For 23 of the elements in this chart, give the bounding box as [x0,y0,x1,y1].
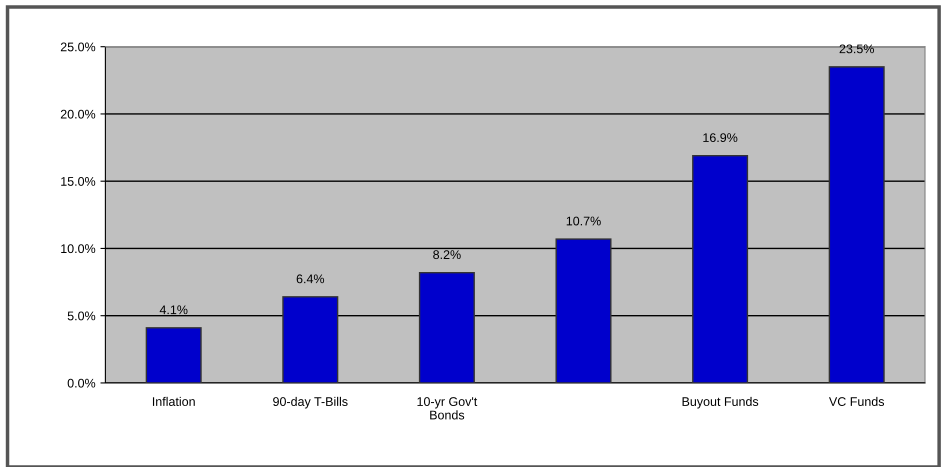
bar [146,327,202,383]
data-label: 23.5% [840,44,874,54]
y-tick-label: 15.0% [61,176,96,186]
data-label: 10.7% [566,216,601,226]
data-label: 8.2% [433,250,461,260]
x-tick-label: Inflation [152,396,195,406]
y-tick-label: 20.0% [60,110,96,119]
y-tick-label: 25.0% [60,42,96,52]
data-label: 6.4% [296,274,324,284]
x-tick-label: Buyout Funds [682,396,758,408]
data-label: 16.9% [703,133,738,142]
bar [418,272,475,383]
x-tick-label: 90-day T-Bills [273,396,348,408]
x-tick-label: VC Funds [828,396,884,406]
y-tick-label: 0.0% [68,378,96,388]
y-tick-label: 10.0% [61,244,96,254]
bar [692,154,748,383]
x-tick-label: 10-yr Gov't Bonds [417,397,478,420]
bar [282,296,338,383]
bar [555,238,612,383]
bar [828,66,885,383]
data-label: 4.1% [160,305,188,314]
y-tick-label: 5.0% [68,311,96,320]
